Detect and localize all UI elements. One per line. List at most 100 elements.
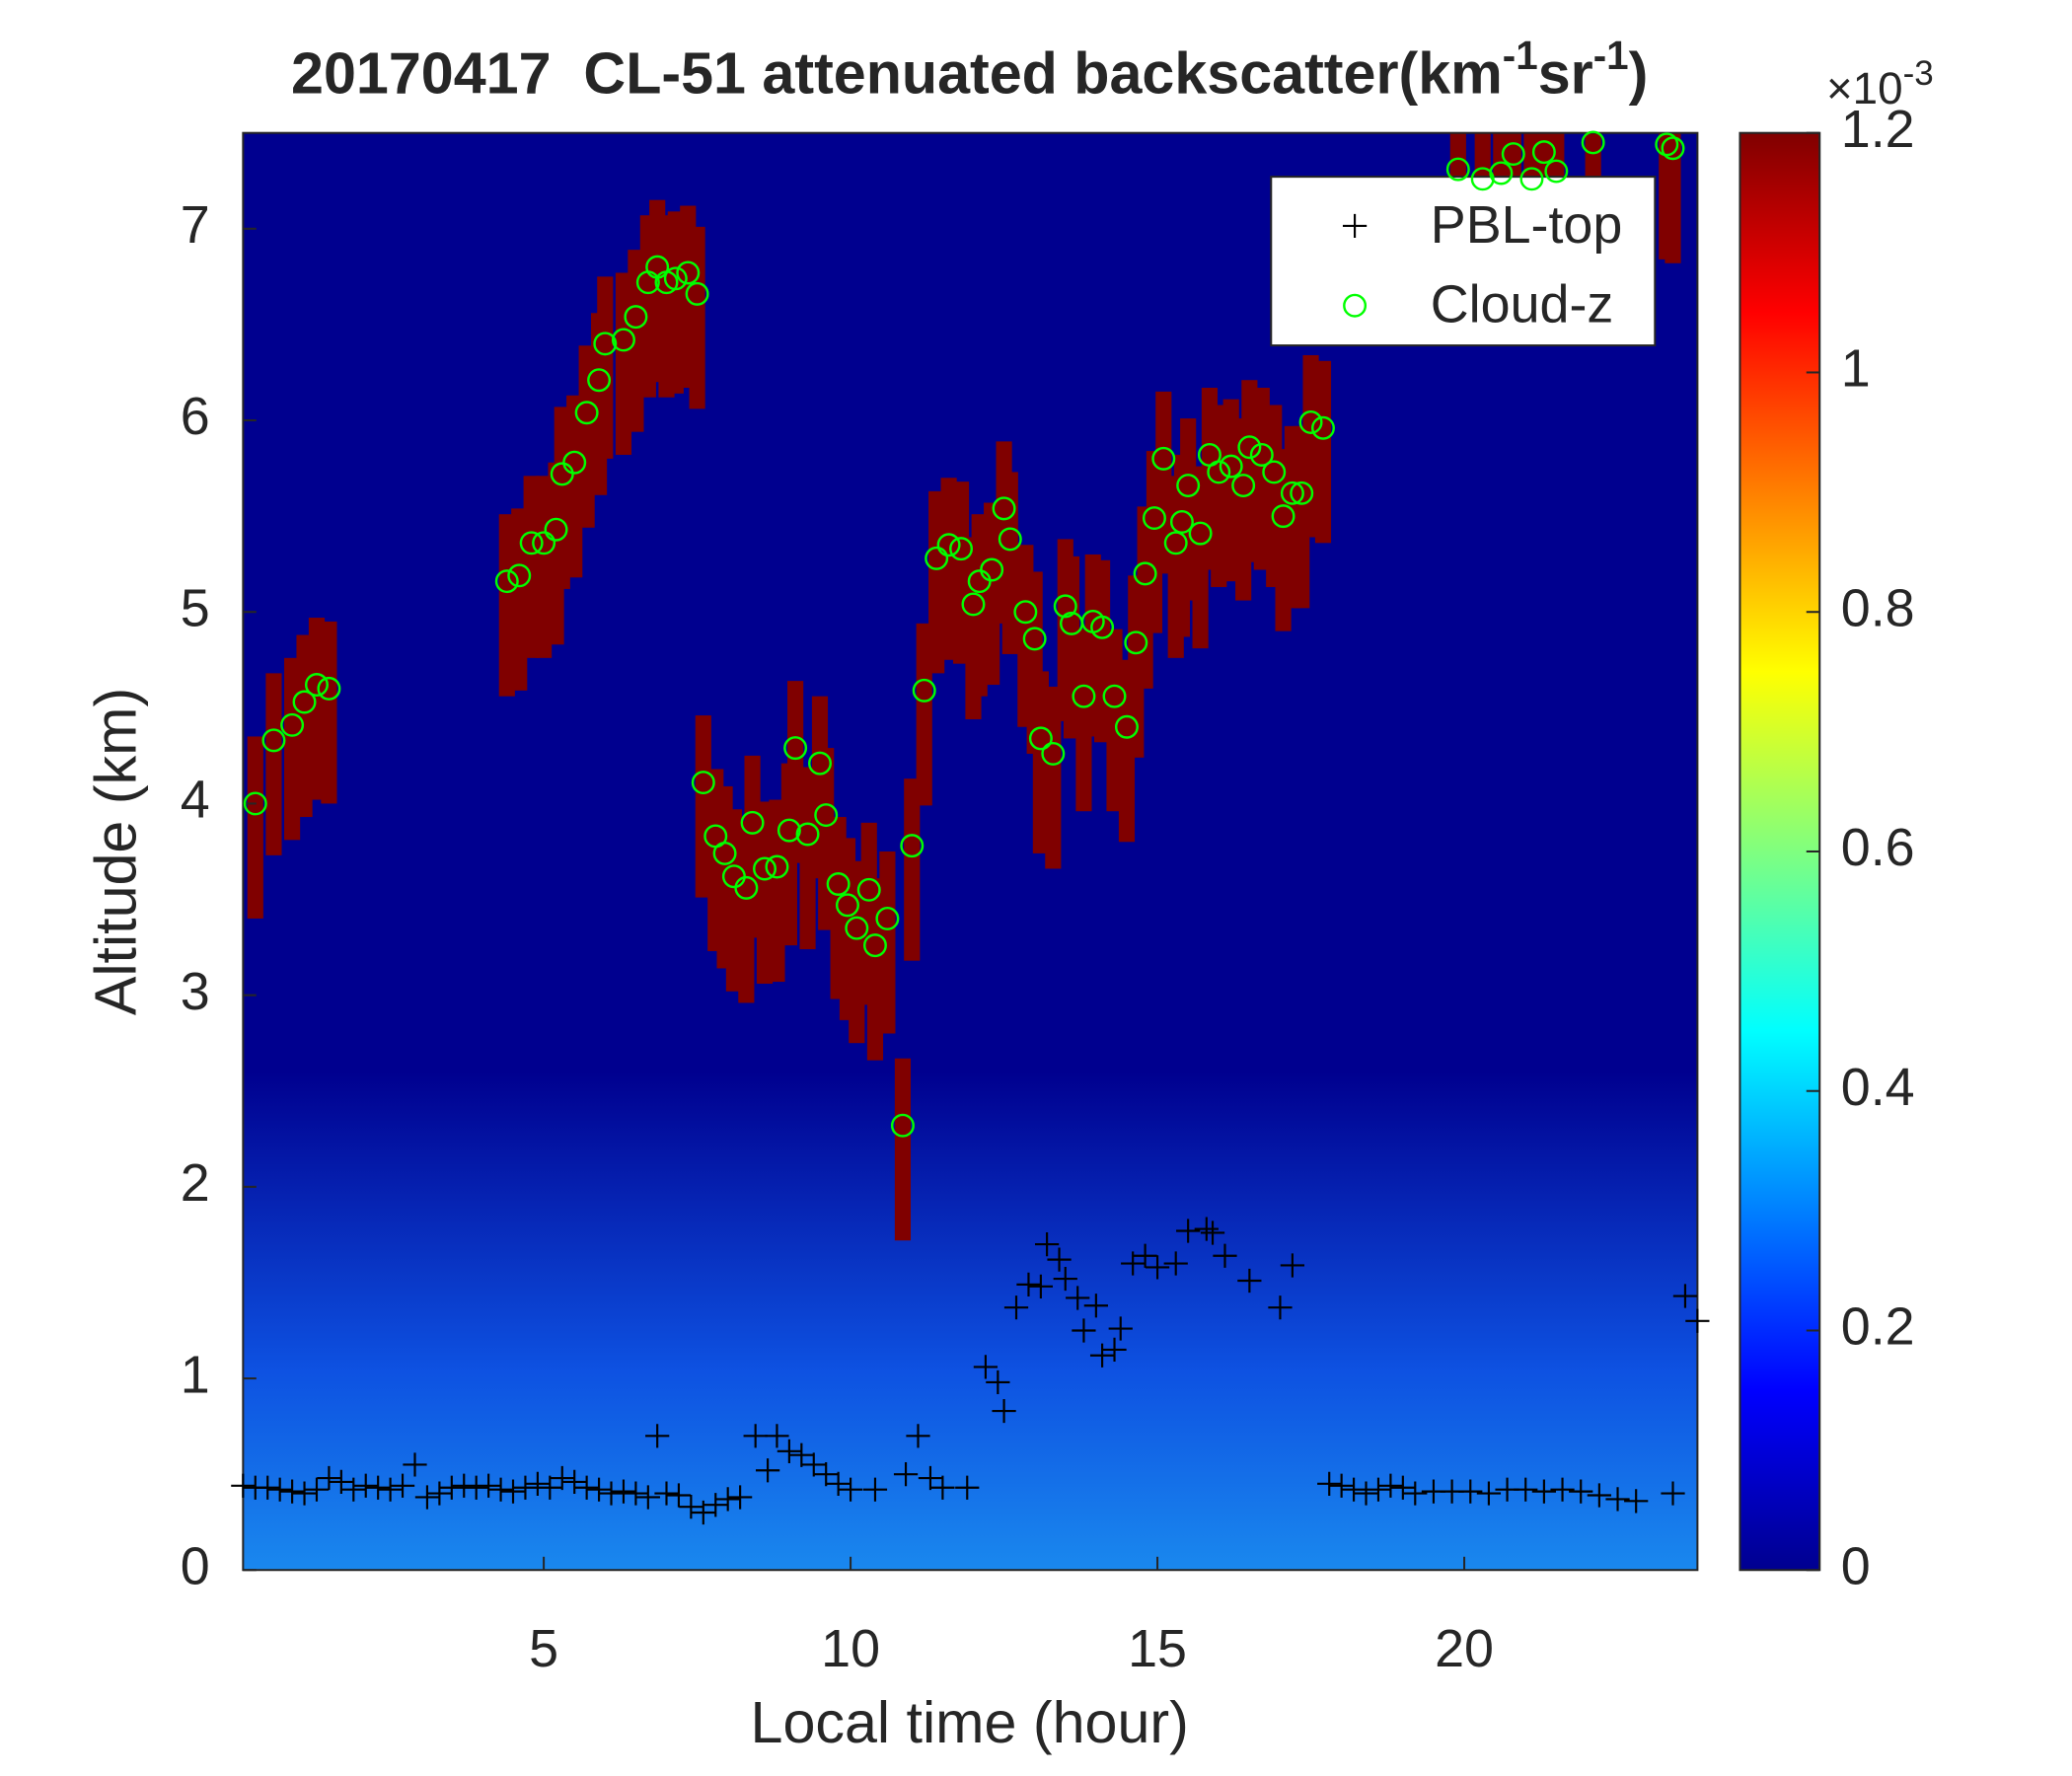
cloud-marker: [562, 450, 587, 475]
pbl-marker: [1661, 1481, 1685, 1506]
cloud-marker: [1445, 157, 1470, 182]
pbl-marker: [1163, 1251, 1188, 1276]
pbl-marker: [1550, 1477, 1575, 1502]
cloud-marker: [544, 517, 568, 542]
legend: PBL-top Cloud-z: [1270, 176, 1657, 347]
pbl-marker: [1605, 1487, 1630, 1512]
pbl-marker: [1390, 1475, 1415, 1500]
cloud-marker: [1249, 442, 1274, 467]
pbl-marker: [1317, 1471, 1342, 1496]
cloud-marker: [1271, 504, 1295, 529]
pbl-marker: [1624, 1489, 1649, 1514]
cloud-backscatter: [971, 514, 988, 697]
cloud-marker: [900, 834, 925, 858]
pbl-marker: [826, 1471, 851, 1496]
y-tick-label: 7: [181, 195, 210, 255]
y-tick-label: 2: [181, 1153, 210, 1213]
backscatter-boundary-layer: [243, 1072, 1698, 1571]
cloud-backscatter: [769, 799, 785, 983]
pbl-marker: [366, 1475, 391, 1500]
pbl-marker: [635, 1485, 660, 1510]
cloud-marker: [1188, 521, 1213, 546]
pbl-marker: [1329, 1473, 1354, 1498]
pbl-marker: [789, 1443, 814, 1467]
legend-label: PBL-top: [1431, 195, 1623, 255]
pbl-marker: [1028, 1274, 1054, 1298]
cloud-backscatter: [1665, 132, 1681, 263]
cloud-marker: [795, 822, 820, 847]
pbl-marker: [765, 1424, 789, 1448]
pbl-marker: [341, 1477, 366, 1502]
pbl-marker: [1145, 1255, 1170, 1280]
title-sup: -1: [1503, 33, 1538, 78]
cloud-backscatter: [308, 618, 326, 800]
cloud-marker: [712, 841, 737, 865]
cloud-backscatter: [916, 623, 932, 806]
cloud-backscatter: [615, 272, 632, 455]
cloud-marker: [685, 281, 709, 306]
cloud-backscatter: [904, 778, 921, 961]
legend-box: [1270, 176, 1657, 347]
cloud-backscatter: [1106, 629, 1123, 812]
cloud-marker: [1581, 130, 1605, 155]
colorbar-tick-label: 1: [1841, 339, 1871, 399]
pbl-marker: [666, 1483, 692, 1508]
pbl-marker: [304, 1477, 330, 1502]
y-tick-label: 6: [181, 387, 210, 446]
cloud-backscatter: [787, 681, 804, 863]
x-tick-label: 5: [529, 1619, 558, 1678]
title-part: sr: [1538, 39, 1593, 106]
cloud-backscatter: [667, 211, 684, 394]
colorbar-multiplier: ×10-3: [1826, 54, 1934, 113]
cloud-marker: [1290, 481, 1314, 505]
y-tick-label: 3: [181, 962, 210, 1021]
colorbar-tick-label: 0.8: [1841, 578, 1915, 637]
pbl-marker: [1016, 1272, 1041, 1297]
cloud-backscatter: [894, 1058, 912, 1241]
cloud-marker: [777, 818, 801, 843]
cloud-marker: [1489, 161, 1514, 185]
cloud-marker: [1072, 684, 1096, 708]
pbl-marker: [538, 1475, 562, 1500]
pbl-marker: [1531, 1479, 1557, 1504]
pbl-marker: [918, 1465, 943, 1491]
cloud-backscatter: [799, 767, 816, 950]
cloud-backscatter: [578, 345, 595, 528]
cloud-backscatter: [523, 476, 540, 658]
plot-area: [243, 132, 1698, 1571]
cloud-marker: [1311, 415, 1335, 440]
pbl-marker: [691, 1500, 715, 1525]
colorbar-tick-label: 0.4: [1841, 1058, 1915, 1117]
pbl-marker: [1476, 1481, 1502, 1506]
pbl-marker: [1066, 1286, 1090, 1310]
cloud-backscatter: [1222, 399, 1239, 582]
cloud-marker: [925, 546, 949, 570]
pbl-marker: [1268, 1295, 1293, 1320]
cloud-marker: [1142, 506, 1166, 531]
legend-marker: [1342, 213, 1368, 239]
pbl-marker: [624, 1481, 648, 1506]
cloud-marker: [587, 368, 612, 393]
pbl-marker: [743, 1424, 768, 1448]
cloud-backscatter: [1314, 360, 1332, 544]
pbl-marker: [256, 1475, 280, 1500]
pbl-marker: [500, 1479, 526, 1504]
cloud-marker: [1114, 714, 1139, 739]
cloud-marker: [243, 791, 267, 816]
pbl-marker: [862, 1477, 888, 1502]
cloud-marker: [753, 856, 777, 881]
cloud-backscatter: [756, 801, 774, 984]
pbl-marker: [1121, 1251, 1146, 1276]
pbl-marker: [292, 1481, 317, 1506]
pbl-marker: [513, 1475, 538, 1500]
cloud-backscatter: [1001, 472, 1018, 654]
pbl-marker: [756, 1458, 780, 1483]
pbl-marker: [1378, 1473, 1403, 1498]
y-tick-label: 0: [181, 1536, 210, 1595]
pbl-marker: [353, 1473, 378, 1498]
pbl-marker: [464, 1475, 488, 1500]
pbl-marker: [317, 1465, 341, 1491]
cloud-marker: [1655, 132, 1679, 157]
cloud-marker: [1163, 531, 1188, 555]
cloud-marker: [1207, 460, 1231, 484]
